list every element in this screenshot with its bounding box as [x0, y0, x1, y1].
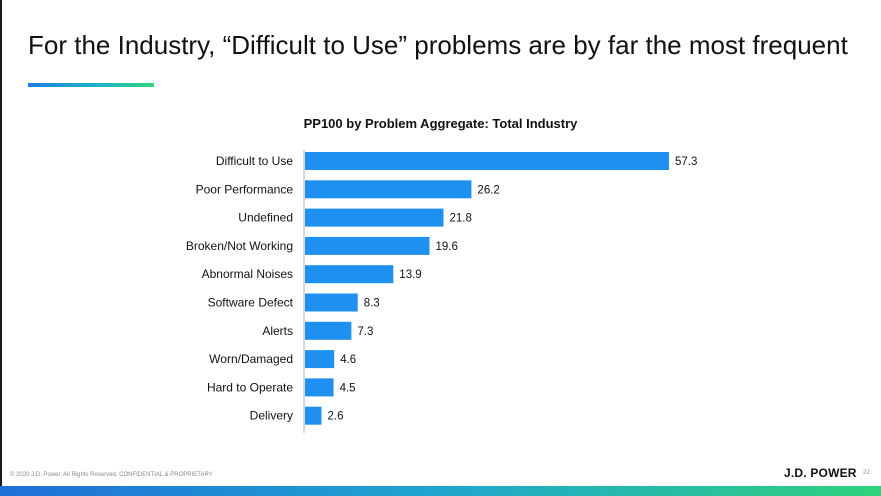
category-label-poor-performance: Poor Performance	[196, 182, 294, 196]
bar-software-defect	[305, 293, 358, 312]
value-label-delivery: 2.6	[328, 411, 344, 423]
value-label-poor-performance: 26.2	[477, 184, 499, 196]
value-label-broken-not-working: 19.6	[436, 241, 458, 253]
category-label-difficult-to-use: Difficult to Use	[216, 154, 293, 168]
category-label-alerts: Alerts	[262, 324, 293, 338]
category-label-undefined: Undefined	[238, 211, 293, 225]
bar-delivery	[305, 406, 322, 425]
bar-poor-performance	[305, 180, 472, 199]
category-label-software-defect: Software Defect	[208, 296, 294, 310]
page-number: 22	[863, 470, 870, 476]
value-label-alerts: 7.3	[357, 326, 373, 338]
bar-difficult-to-use	[305, 152, 669, 170]
category-label-broken-not-working: Broken/Not Working	[186, 239, 293, 253]
value-label-software-defect: 8.3	[364, 298, 380, 310]
bar-worn-damaged	[305, 350, 335, 369]
category-label-worn-damaged: Worn/Damaged	[209, 352, 293, 366]
value-label-undefined: 21.8	[449, 213, 471, 225]
category-label-hard-to-operate: Hard to Operate	[207, 380, 293, 394]
jd-power-logo: J.D. POWER	[784, 466, 857, 480]
bar-hard-to-operate	[305, 378, 334, 397]
category-label-delivery: Delivery	[250, 409, 293, 423]
value-label-difficult-to-use: 57.3	[675, 156, 697, 168]
value-label-worn-damaged: 4.6	[340, 354, 356, 366]
bar-broken-not-working	[305, 236, 430, 255]
bar-abnormal-noises	[305, 265, 394, 284]
copyright-footer: © 2020 J.D. Power. All Rights Reserved. …	[10, 472, 213, 478]
slide-title: For the Industry, “Difficult to Use” pro…	[28, 30, 848, 60]
category-label-abnormal-noises: Abnormal Noises	[202, 267, 293, 281]
bottom-gradient-bar	[0, 486, 881, 496]
chart-title: PP100 by Problem Aggregate: Total Indust…	[303, 116, 578, 131]
value-label-abnormal-noises: 13.9	[399, 269, 421, 281]
value-label-hard-to-operate: 4.5	[340, 382, 356, 394]
bar-alerts	[305, 321, 352, 340]
slide-left-border	[0, 0, 2, 496]
title-accent-rule	[28, 83, 154, 87]
bar-undefined	[305, 208, 444, 227]
